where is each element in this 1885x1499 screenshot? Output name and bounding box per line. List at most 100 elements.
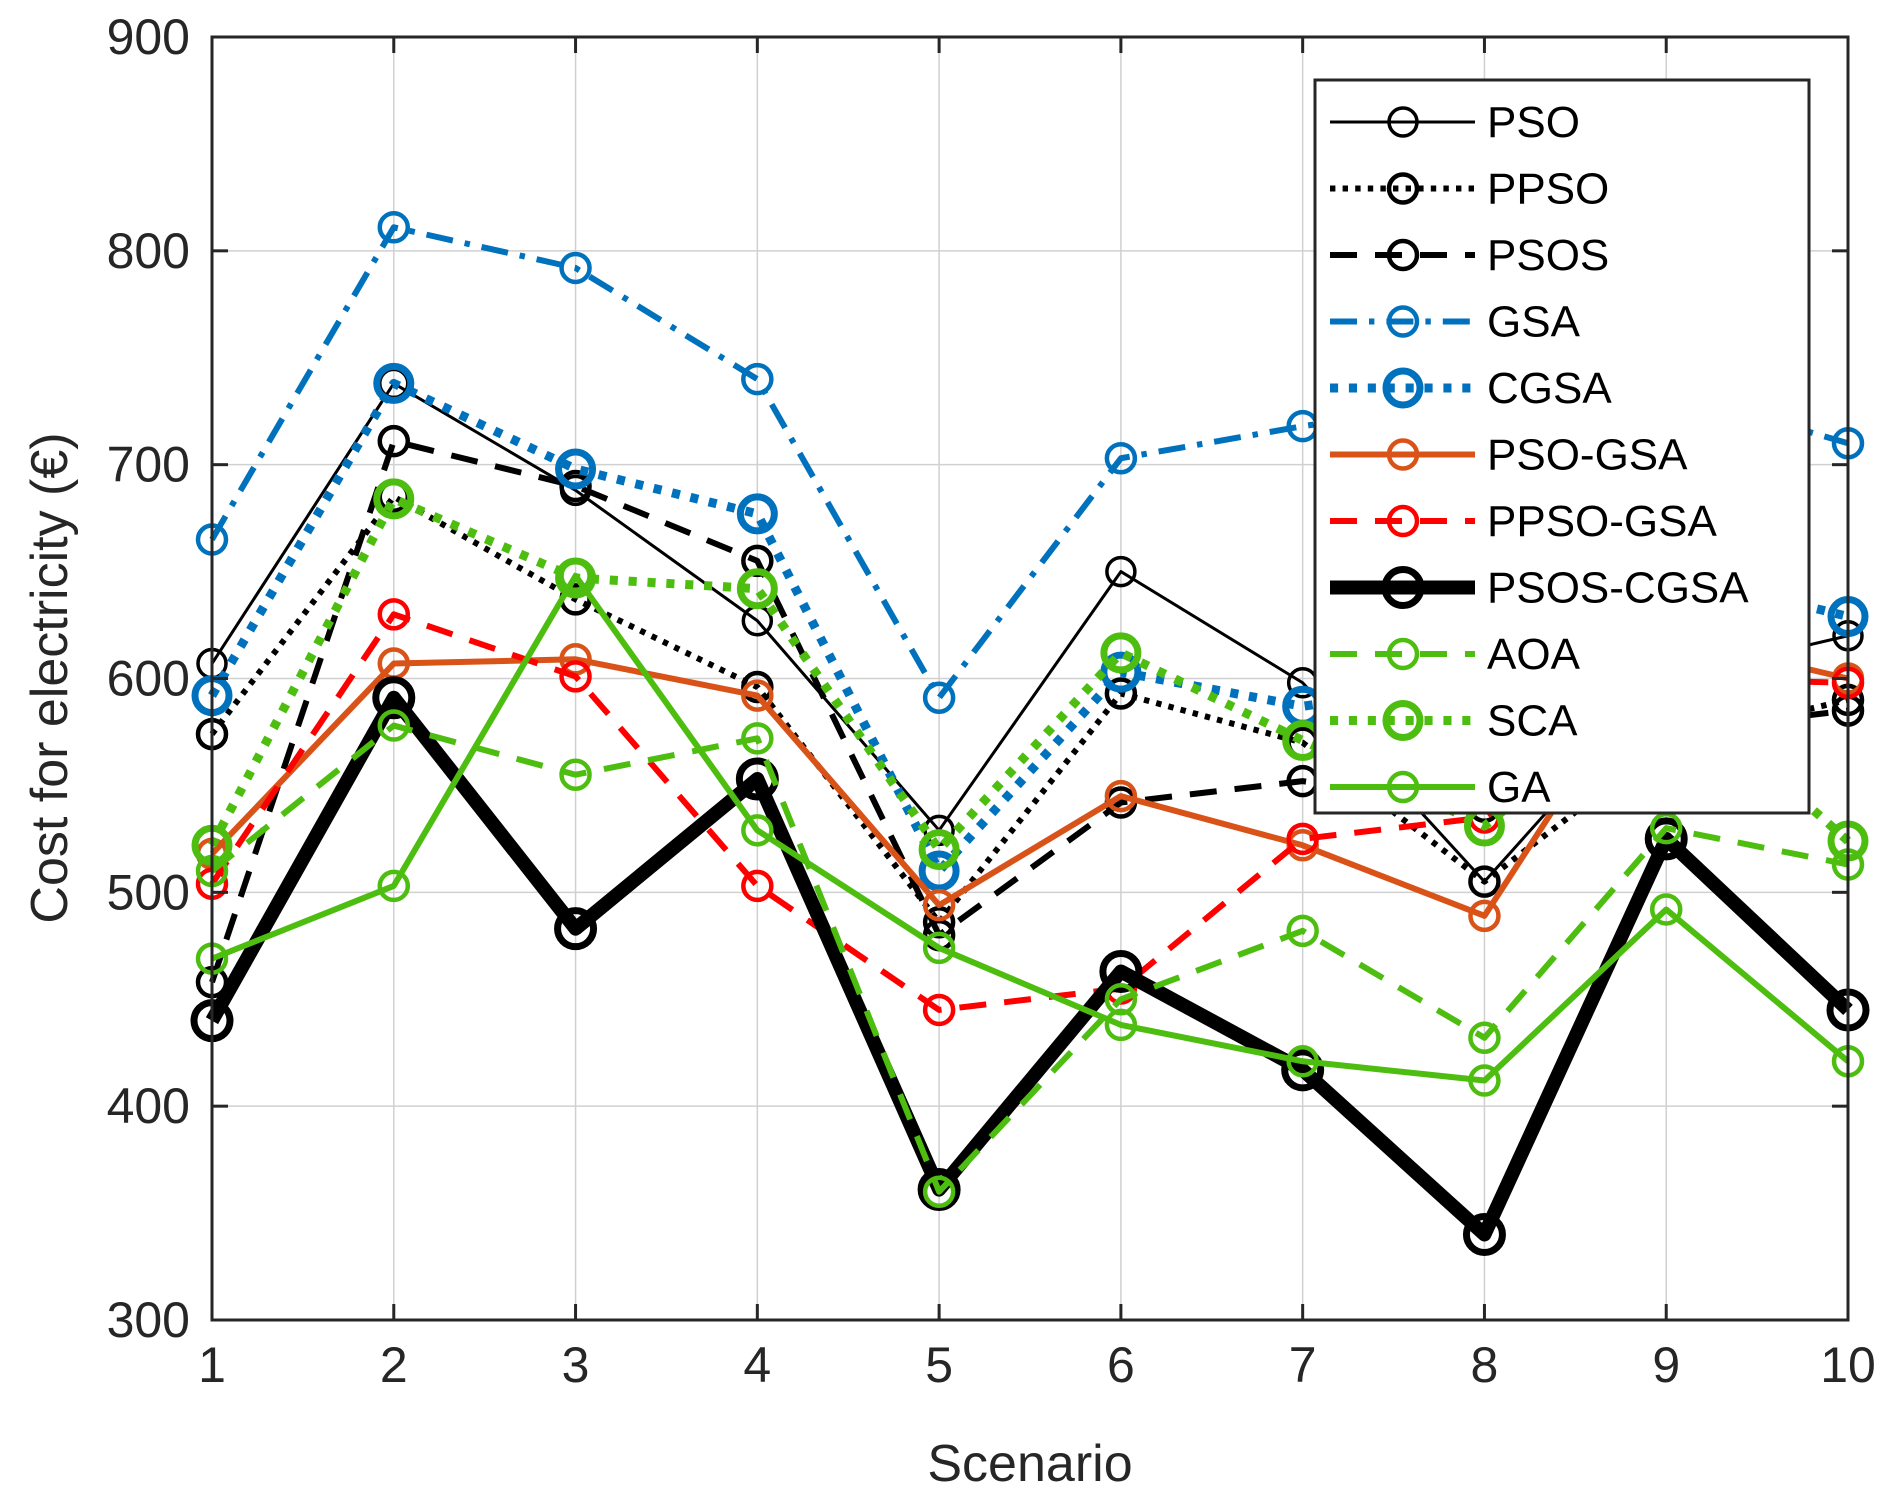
legend-label: GA: [1487, 763, 1551, 812]
data-point: [922, 888, 956, 922]
data-point: [377, 211, 411, 244]
legend-label: CGSA: [1487, 364, 1612, 413]
data-point: [922, 681, 956, 714]
data-point: [377, 709, 411, 742]
x-tick-label: 9: [1652, 1337, 1680, 1393]
series-ga: [195, 559, 1865, 1097]
data-point: [377, 598, 411, 631]
data-point: [741, 722, 774, 755]
data-point: [1286, 914, 1319, 948]
legend-marker: [1382, 367, 1424, 409]
legend-marker: [1386, 238, 1420, 272]
legend-entry: PPSO-GSA: [1330, 497, 1717, 546]
legend-label: PPSO-GSA: [1487, 497, 1717, 546]
legend-label: AOA: [1487, 630, 1581, 679]
legend-entry: AOA: [1330, 630, 1581, 679]
legend-label: PSO: [1487, 98, 1580, 147]
legend-label: PPSO: [1487, 165, 1609, 214]
y-tick-label: 700: [107, 437, 190, 493]
data-point: [559, 251, 592, 285]
x-tick-label: 8: [1471, 1337, 1499, 1393]
data-point: [1100, 651, 1142, 693]
x-tick-label: 7: [1289, 1337, 1317, 1393]
legend-marker: [1386, 637, 1420, 671]
data-point: [1104, 1008, 1138, 1042]
y-tick-label: 900: [107, 9, 190, 65]
legend-label: PSOS-CGSA: [1487, 564, 1749, 613]
x-tick-label: 2: [380, 1337, 408, 1393]
legend-entry: PPSO: [1330, 165, 1609, 214]
legend-marker: [1386, 305, 1420, 338]
y-tick-label: 400: [107, 1078, 190, 1134]
data-point: [1105, 555, 1137, 588]
data-point: [741, 679, 774, 712]
data-point: [741, 814, 774, 847]
y-tick-label: 500: [107, 864, 190, 920]
data-point: [555, 448, 597, 490]
x-tick-label: 5: [925, 1337, 953, 1393]
x-tick-label: 10: [1820, 1337, 1876, 1393]
data-point: [373, 478, 415, 520]
x-tick-label: 1: [198, 1337, 226, 1393]
y-tick-label: 300: [107, 1292, 190, 1348]
data-point: [559, 660, 592, 693]
x-tick-label: 4: [743, 1337, 771, 1393]
data-point: [1468, 1064, 1501, 1097]
legend-label: SCA: [1487, 697, 1578, 746]
legend-entry: CGSA: [1330, 364, 1612, 413]
y-tick-label: 800: [107, 223, 190, 279]
data-point: [1468, 865, 1501, 898]
tick-labels: 1 2 3 4 5 6 7 8 9 10 300 400 500 600 700 800 900: [107, 9, 1876, 1393]
x-tick-label: 6: [1107, 1337, 1135, 1393]
data-point: [918, 850, 960, 892]
data-point: [1644, 817, 1688, 861]
data-point: [1104, 983, 1138, 1016]
legend-entry: PSO: [1330, 98, 1580, 147]
data-point: [741, 869, 774, 903]
data-point: [922, 931, 956, 965]
data-point: [1100, 632, 1142, 674]
data-point: [372, 676, 416, 720]
x-tick-label: 3: [562, 1337, 590, 1393]
data-point: [1286, 1045, 1319, 1078]
data-point: [559, 758, 592, 791]
legend-label: PSOS: [1487, 231, 1609, 280]
data-point: [736, 493, 778, 535]
data-point: [1104, 677, 1138, 710]
data-point: [373, 362, 415, 404]
legend-label: PSO-GSA: [1487, 431, 1688, 480]
legend-marker: [1381, 566, 1425, 609]
data-point: [559, 559, 592, 593]
legend: PSO PPSO PSOS GSA CGSA PSO-GSA PPSO-GSA PSOS-CG…: [1313, 78, 1811, 815]
y-axis-title: Cost for electricity (€): [21, 432, 79, 923]
legend-marker: [1386, 438, 1420, 471]
series-line: [210, 572, 1850, 1084]
data-point: [1099, 949, 1143, 993]
legend-entry: PSOS-CGSA: [1330, 564, 1749, 613]
legend-marker: [1386, 770, 1420, 804]
series-line: [205, 690, 1853, 1242]
legend-marker: [1386, 172, 1420, 205]
data-point: [377, 869, 411, 903]
data-point: [1462, 1212, 1506, 1256]
data-point: [741, 670, 774, 704]
data-point: [1286, 822, 1319, 856]
data-point: [1281, 1048, 1325, 1092]
data-point: [1104, 779, 1138, 813]
legend-entry: SCA: [1330, 697, 1578, 746]
data-point: [559, 469, 592, 503]
data-point: [1649, 893, 1683, 926]
data-point: [736, 568, 778, 610]
data-point: [1104, 442, 1138, 475]
data-point: [554, 907, 598, 951]
legend-marker: [1382, 700, 1424, 741]
data-point: [741, 362, 774, 396]
data-point: [922, 993, 956, 1027]
legend-entry: GA: [1330, 763, 1551, 812]
legend-marker: [1387, 106, 1419, 138]
legend-entry: PSO-GSA: [1330, 431, 1688, 480]
data-point: [922, 1175, 956, 1208]
data-point: [1468, 1021, 1501, 1054]
legend-label: GSA: [1487, 298, 1581, 347]
data-point: [377, 424, 411, 458]
